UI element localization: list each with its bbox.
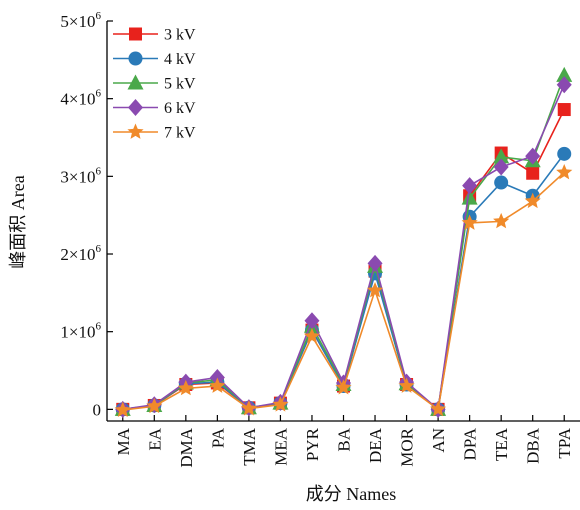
data-point: [461, 189, 478, 205]
data-point: [557, 146, 572, 161]
data-point: [146, 397, 163, 414]
data-point: [524, 192, 541, 209]
legend-marker: [128, 99, 143, 116]
data-point: [367, 254, 383, 272]
x-tick-label: TMA: [240, 427, 259, 466]
x-tick-label: MEA: [271, 427, 290, 466]
data-point: [494, 175, 509, 190]
legend-item: 6 kV: [113, 99, 196, 117]
series-5kv: [114, 66, 573, 416]
legend: 3 kV 4 kV 5 kV 6 kV 7 kV: [113, 27, 196, 142]
x-tick-label: DMA: [177, 427, 196, 467]
legend-marker: [129, 27, 142, 41]
x-tick-label: MA: [114, 427, 133, 455]
x-axis-title: 成分 Names: [306, 484, 396, 504]
x-tick-label: DEA: [366, 427, 385, 463]
series-3kv: [116, 103, 571, 416]
data-point: [525, 147, 541, 165]
data-point: [335, 379, 352, 395]
x-tick-label: EA: [145, 427, 164, 450]
x-tick-label: TPA: [555, 427, 574, 458]
x-tick-label: DPA: [461, 427, 480, 460]
data-point: [526, 166, 540, 180]
data-point: [209, 369, 225, 387]
legend-label: 4 kV: [164, 51, 196, 68]
legend-marker: [127, 123, 144, 139]
data-point: [398, 377, 415, 393]
y-tick-label: 0: [93, 400, 102, 419]
x-tick-label: BA: [335, 427, 354, 451]
data-point: [304, 312, 320, 330]
axes: 0 1×106 2×106 3×106 4×106 5×106 MA EA DMA PA TMA ME…: [60, 10, 580, 468]
data-point: [556, 163, 573, 180]
x-tick-label: PA: [208, 427, 227, 448]
series-line: [122, 153, 565, 411]
x-tick-label: PYR: [303, 427, 322, 461]
x-tick-label: MOR: [398, 427, 417, 466]
x-tick-label: DBA: [524, 427, 543, 464]
legend-item: 4 kV: [113, 51, 196, 68]
legend-marker: [127, 74, 144, 90]
data-point: [557, 103, 571, 117]
legend-item: 3 kV: [113, 27, 196, 44]
x-tick-label: TEA: [492, 427, 511, 461]
data-point: [493, 158, 509, 176]
series-7kv: [114, 163, 573, 417]
data-point: [209, 377, 226, 393]
legend-label: 6 kV: [164, 100, 196, 117]
data-point: [493, 148, 510, 164]
data-point: [462, 177, 478, 195]
legend-item: 5 kV: [113, 74, 196, 93]
legend-label: 7 kV: [164, 125, 196, 142]
y-tick-label: 3×106: [60, 165, 101, 186]
data-point: [114, 401, 131, 417]
y-tick-label: 4×106: [60, 88, 101, 109]
legend-marker: [128, 51, 143, 66]
y-tick-label: 2×106: [60, 243, 101, 264]
data-point: [366, 282, 384, 298]
series-layer: [114, 66, 573, 418]
data-point: [240, 400, 257, 416]
y-tick-label: 1×106: [60, 321, 101, 342]
data-point: [493, 212, 510, 229]
data-point: [272, 396, 289, 412]
legend-label: 5 kV: [164, 76, 196, 93]
legend-item: 7 kV: [113, 123, 196, 142]
legend-label: 3 kV: [164, 27, 196, 44]
data-point: [556, 66, 573, 82]
data-point: [303, 327, 321, 344]
y-tick-label: 5×106: [60, 10, 101, 31]
data-point: [177, 379, 194, 396]
data-point: [461, 214, 478, 230]
y-axis-title: 峰面积 Area: [8, 175, 28, 268]
data-point: [430, 400, 447, 417]
data-point: [556, 76, 572, 94]
x-tick-label: AN: [429, 428, 448, 453]
